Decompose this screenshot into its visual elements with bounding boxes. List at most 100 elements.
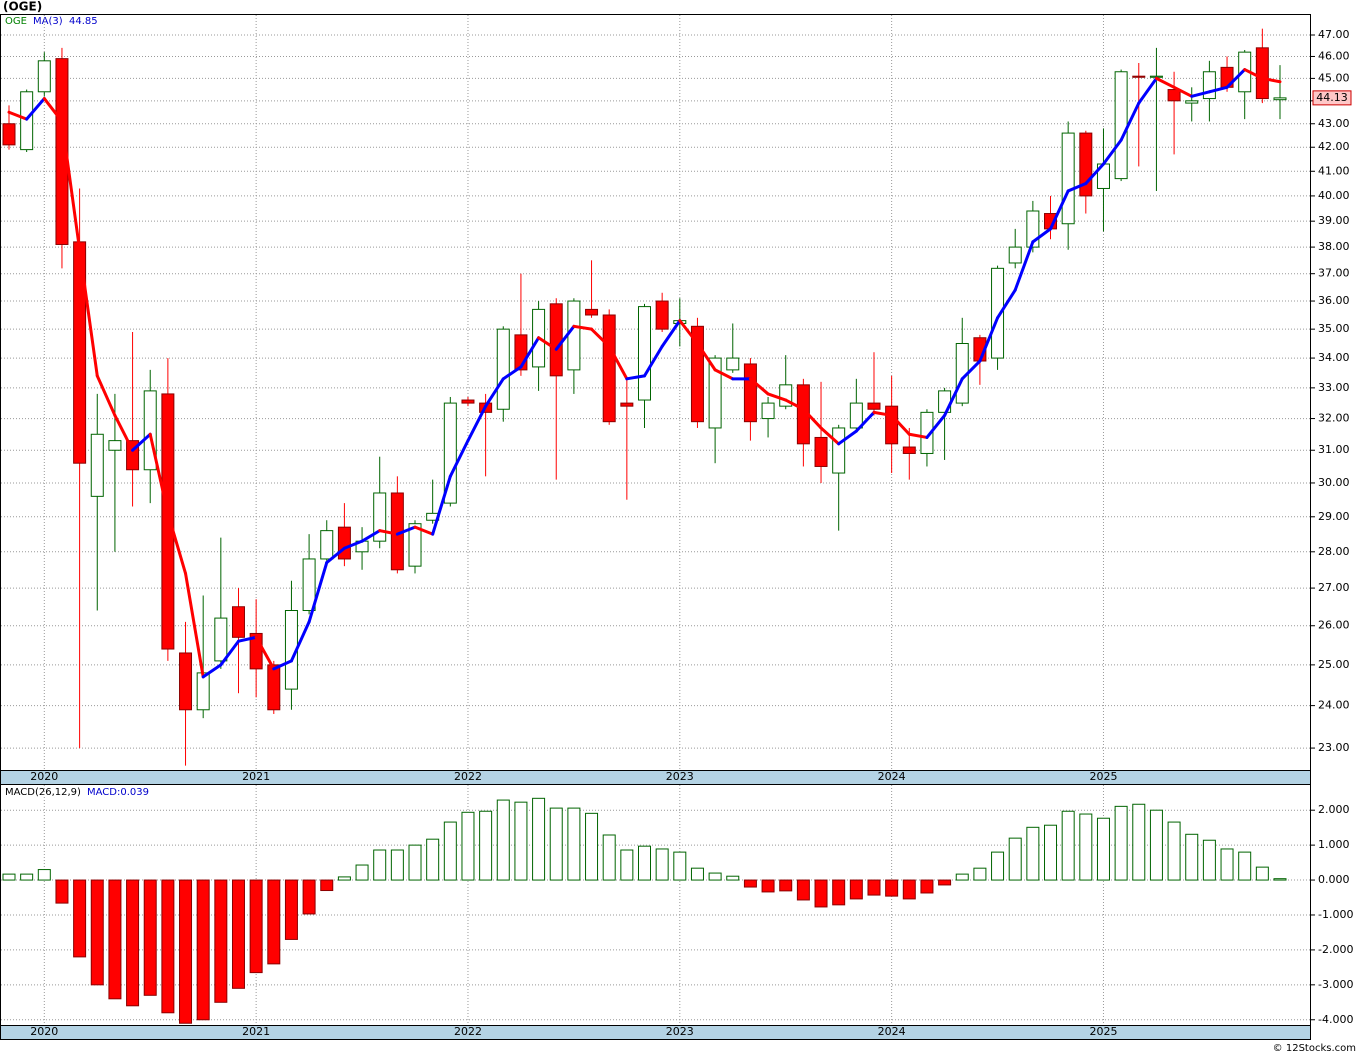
ma-line xyxy=(1137,76,1158,105)
ma-line xyxy=(678,319,699,346)
macd-bar xyxy=(1167,821,1181,881)
macd-bar xyxy=(1273,878,1287,881)
macd-bar xyxy=(814,879,828,908)
macd-bar xyxy=(496,799,510,881)
ma-line xyxy=(925,413,947,439)
candle-body xyxy=(231,606,245,638)
ma-line xyxy=(448,439,470,478)
ma-line xyxy=(60,119,82,252)
y-tick-label: 23.00 xyxy=(1318,741,1350,754)
ma-line xyxy=(748,377,770,396)
macd-bar xyxy=(143,879,157,996)
ma-line xyxy=(307,561,329,624)
ma-line xyxy=(325,546,346,565)
macd-bar xyxy=(620,849,634,881)
x-tick-label: 2021 xyxy=(242,770,270,783)
ma-line xyxy=(289,620,311,663)
candle-body xyxy=(1167,89,1181,102)
y-tick-label: 43.00 xyxy=(1318,117,1350,130)
candle-body xyxy=(920,411,934,454)
symbol: OGE xyxy=(5,16,27,27)
candle-body xyxy=(337,526,351,560)
y-tick-label: 0.000 xyxy=(1318,873,1350,886)
y-tick-label: 40.00 xyxy=(1318,189,1350,202)
candle-body xyxy=(1202,71,1216,100)
macd-bar xyxy=(849,879,863,900)
y-tick-label: 34.00 xyxy=(1318,351,1350,364)
macd-bar xyxy=(161,879,175,1014)
ma-line xyxy=(42,97,64,123)
candle-body xyxy=(867,402,881,410)
ma-line xyxy=(960,359,982,381)
macd-bar xyxy=(514,801,528,881)
y-tick-label: 30.00 xyxy=(1318,476,1350,489)
macd-bar xyxy=(55,879,69,904)
ma-line xyxy=(1154,76,1176,89)
y-tick-label: 2.000 xyxy=(1318,803,1350,816)
macd-bar xyxy=(267,879,281,965)
chart-title: (OGE) xyxy=(3,0,42,14)
macd-bar xyxy=(73,879,87,958)
ma-line xyxy=(978,316,1000,363)
y-tick-label: -2.000 xyxy=(1318,943,1353,956)
ma-line xyxy=(1172,85,1194,98)
macd-bar xyxy=(991,851,1005,881)
macd-bar xyxy=(90,879,104,986)
macd-bar xyxy=(373,849,387,881)
ma-line xyxy=(625,374,646,381)
ma-line xyxy=(890,413,911,436)
ma-line xyxy=(201,663,223,679)
macd-bar xyxy=(902,879,916,900)
macd-bar xyxy=(1026,826,1040,881)
x-tick-label: 2020 xyxy=(30,770,58,783)
ma-line xyxy=(236,635,258,643)
macd-bar xyxy=(231,879,245,989)
ma-line xyxy=(1031,227,1053,244)
ma-line xyxy=(1190,90,1211,98)
price-label: 44.13 xyxy=(1316,91,1348,104)
candle-body xyxy=(37,60,51,93)
macd-title: MACD(26,12,9) xyxy=(5,787,81,798)
candle-body xyxy=(1255,47,1269,100)
y-tick-label: 26.00 xyxy=(1318,619,1350,632)
macd-bar xyxy=(108,879,122,1000)
y-tick-label: 39.00 xyxy=(1318,214,1350,227)
candle-body xyxy=(638,306,651,401)
y-tick-label: 41.00 xyxy=(1318,164,1350,177)
y-tick-label: 35.00 xyxy=(1318,322,1350,335)
ma-line xyxy=(1101,138,1123,166)
candle-body xyxy=(1273,97,1287,101)
candle-body xyxy=(1132,75,1146,78)
macd-bar xyxy=(567,807,581,881)
macd-bar xyxy=(1044,824,1058,881)
ma-line xyxy=(131,432,152,452)
x-tick-label: 2020 xyxy=(30,1025,58,1038)
macd-bar xyxy=(337,876,351,881)
macd-bar xyxy=(1096,817,1110,881)
candle-body xyxy=(902,446,916,454)
y-tick-label: 47.00 xyxy=(1318,28,1350,41)
macd-bar xyxy=(1132,803,1146,881)
candle-body xyxy=(108,440,122,451)
candle-body xyxy=(885,405,899,445)
macd-bar xyxy=(390,849,404,881)
macd-bar xyxy=(126,879,140,1007)
candle-body xyxy=(567,300,581,371)
candle-body xyxy=(602,314,616,423)
macd-bar xyxy=(461,811,475,881)
y-tick-label: 27.00 xyxy=(1318,581,1350,594)
macd-bar xyxy=(690,867,704,881)
macd-bar xyxy=(779,879,793,892)
price-panel xyxy=(0,14,1311,771)
candle-body xyxy=(708,357,722,429)
x-tick-label: 2025 xyxy=(1089,770,1117,783)
ma-line xyxy=(590,327,611,348)
macd-bar xyxy=(37,869,51,881)
y-tick-label: 24.00 xyxy=(1318,699,1350,712)
macd-bar xyxy=(885,879,899,897)
x-tick-label: 2022 xyxy=(454,1025,482,1038)
ma-line xyxy=(1243,68,1264,80)
macd-bar xyxy=(920,879,934,894)
ma-line xyxy=(996,288,1017,320)
